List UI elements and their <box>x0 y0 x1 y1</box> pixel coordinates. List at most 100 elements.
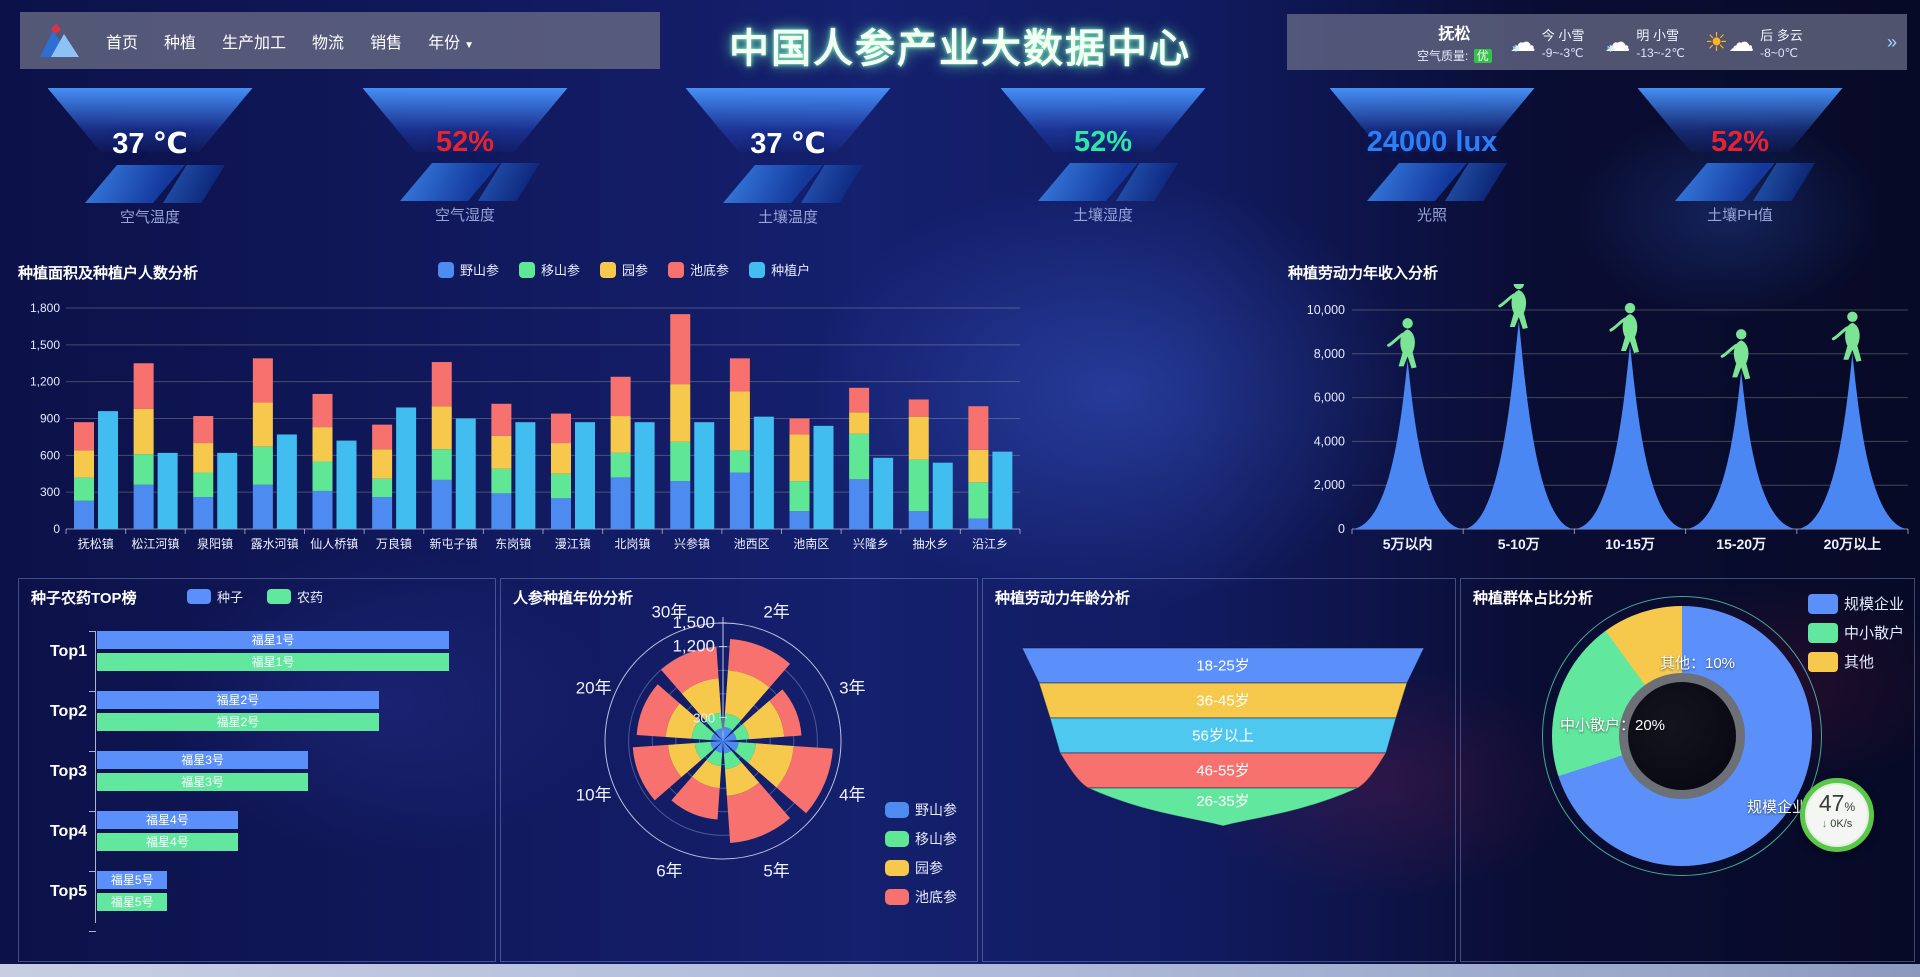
bar-segment-池底参[interactable] <box>908 399 929 417</box>
rank-bar-农药[interactable]: 福星5号 <box>97 893 168 911</box>
bar-segment-移山参[interactable] <box>312 461 333 491</box>
rose-sector-野山参[interactable] <box>711 733 723 741</box>
legend-item-池底参[interactable]: 池底参 <box>885 887 957 907</box>
rose-sector-池底参[interactable] <box>769 689 802 737</box>
rose-sector-池底参[interactable] <box>726 782 791 844</box>
bar-segment-池底参[interactable] <box>312 393 333 428</box>
bar-segment-移山参[interactable] <box>491 468 512 494</box>
rose-sector-池底参[interactable] <box>636 684 680 737</box>
legend-item-园参[interactable]: 园参 <box>885 858 957 878</box>
bar-segment-园参[interactable] <box>431 406 452 450</box>
legend-item-种子[interactable]: 种子 <box>187 587 243 606</box>
rank-bar-农药[interactable]: 福星4号 <box>97 833 238 851</box>
bar-种植户[interactable] <box>873 457 894 529</box>
legend-item-农药[interactable]: 农药 <box>267 587 323 606</box>
rose-sector-园参[interactable] <box>724 762 760 796</box>
nav-item-4[interactable]: 销售 <box>370 34 403 52</box>
rose-sector-移山参[interactable] <box>734 742 756 763</box>
bar-segment-移山参[interactable] <box>908 459 929 512</box>
bar-segment-移山参[interactable] <box>372 478 393 498</box>
rose-sector-园参[interactable] <box>692 759 722 789</box>
bar-segment-移山参[interactable] <box>968 482 989 519</box>
bar-segment-野山参[interactable] <box>610 477 631 529</box>
rose-sector-移山参[interactable] <box>706 749 723 767</box>
income-peak[interactable] <box>1575 345 1685 529</box>
funnel-stage-26-35岁[interactable] <box>1087 787 1359 827</box>
bar-segment-池底参[interactable] <box>551 413 571 444</box>
rose-sector-园参[interactable] <box>668 742 702 778</box>
bar-种植户[interactable] <box>575 422 595 529</box>
income-peak[interactable] <box>1797 353 1907 529</box>
bar-segment-野山参[interactable] <box>729 472 750 529</box>
bar-segment-移山参[interactable] <box>670 441 691 482</box>
legend-item-移山参[interactable]: 移山参 <box>885 829 957 849</box>
rose-sector-移山参[interactable] <box>723 750 742 770</box>
bar-种植户[interactable] <box>992 451 1013 529</box>
bar-segment-池底参[interactable] <box>610 376 631 417</box>
bar-segment-池底参[interactable] <box>968 406 989 450</box>
bar-种植户[interactable] <box>932 462 953 529</box>
legend-item-其他[interactable]: 其他 <box>1807 651 1904 672</box>
rose-sector-野山参[interactable] <box>710 741 723 750</box>
rose-sector-园参[interactable] <box>681 678 722 720</box>
bar-segment-园参[interactable] <box>252 402 273 447</box>
rose-sector-池底参[interactable] <box>727 638 791 688</box>
rose-sector-园参[interactable] <box>665 703 700 739</box>
bar-segment-池底参[interactable] <box>431 362 452 407</box>
rank-bar-种子[interactable]: 福星3号 <box>97 751 309 769</box>
bar-segment-移山参[interactable] <box>849 433 870 480</box>
bar-segment-野山参[interactable] <box>551 498 571 529</box>
download-speed-overlay[interactable]: 47% ↓ 0K/s <box>1800 778 1874 852</box>
rose-sector-池底参[interactable] <box>671 776 720 820</box>
bar-种植户[interactable] <box>396 407 417 529</box>
bar-种植户[interactable] <box>753 416 774 529</box>
income-peak[interactable] <box>1464 320 1574 529</box>
rose-sector-池底参[interactable] <box>632 744 682 801</box>
bar-segment-池底参[interactable] <box>729 358 750 392</box>
bar-segment-野山参[interactable] <box>491 493 512 529</box>
legend-item-规模企业[interactable]: 规模企业 <box>1807 593 1904 614</box>
bar-segment-池底参[interactable] <box>193 416 214 444</box>
rose-sector-移山参[interactable] <box>694 741 714 760</box>
legend-item-园参[interactable]: 园参 <box>600 260 648 279</box>
bar-segment-野山参[interactable] <box>789 511 810 529</box>
rose-sector-野山参[interactable] <box>723 732 737 741</box>
bar-segment-移山参[interactable] <box>789 481 810 512</box>
bar-segment-野山参[interactable] <box>133 484 154 529</box>
rose-sector-移山参[interactable] <box>704 712 723 732</box>
bar-segment-园参[interactable] <box>908 416 929 460</box>
bar-segment-园参[interactable] <box>729 391 750 451</box>
bar-种植户[interactable] <box>336 440 357 529</box>
bar-segment-移山参[interactable] <box>431 449 452 480</box>
rank-bar-种子[interactable]: 福星1号 <box>97 631 449 649</box>
income-peak[interactable] <box>1686 371 1796 529</box>
nav-item-5[interactable]: 年份 ▼ <box>428 34 474 52</box>
nav-item-1[interactable]: 种植 <box>164 34 197 52</box>
bar-segment-移山参[interactable] <box>193 472 214 498</box>
rank-bar-农药[interactable]: 福星3号 <box>97 773 309 791</box>
bar-segment-园参[interactable] <box>74 450 94 478</box>
rose-sector-移山参[interactable] <box>723 713 742 731</box>
bar-种植户[interactable] <box>455 418 476 530</box>
bar-segment-园参[interactable] <box>968 449 989 483</box>
rank-bar-农药[interactable]: 福星2号 <box>97 713 379 731</box>
bar-segment-池底参[interactable] <box>670 314 691 385</box>
bar-种植户[interactable] <box>276 434 297 529</box>
bar-segment-移山参[interactable] <box>252 446 273 485</box>
bar-segment-园参[interactable] <box>610 416 631 453</box>
bar-segment-野山参[interactable] <box>431 479 452 529</box>
nav-item-2[interactable]: 生产加工 <box>222 34 287 52</box>
bar-segment-园参[interactable] <box>193 443 214 473</box>
bar-种植户[interactable] <box>634 422 655 529</box>
bar-segment-池底参[interactable] <box>133 363 154 409</box>
bar-segment-园参[interactable] <box>670 384 691 442</box>
rose-sector-池底参[interactable] <box>776 745 833 814</box>
bar-segment-野山参[interactable] <box>74 500 94 529</box>
bar-segment-野山参[interactable] <box>670 481 691 529</box>
bar-segment-野山参[interactable] <box>908 511 929 529</box>
rose-sector-移山参[interactable] <box>733 723 749 741</box>
legend-item-种植户[interactable]: 种植户 <box>749 260 810 279</box>
bar-segment-池底参[interactable] <box>789 418 810 435</box>
bar-种植户[interactable] <box>813 425 834 529</box>
income-peak[interactable] <box>1353 360 1463 529</box>
